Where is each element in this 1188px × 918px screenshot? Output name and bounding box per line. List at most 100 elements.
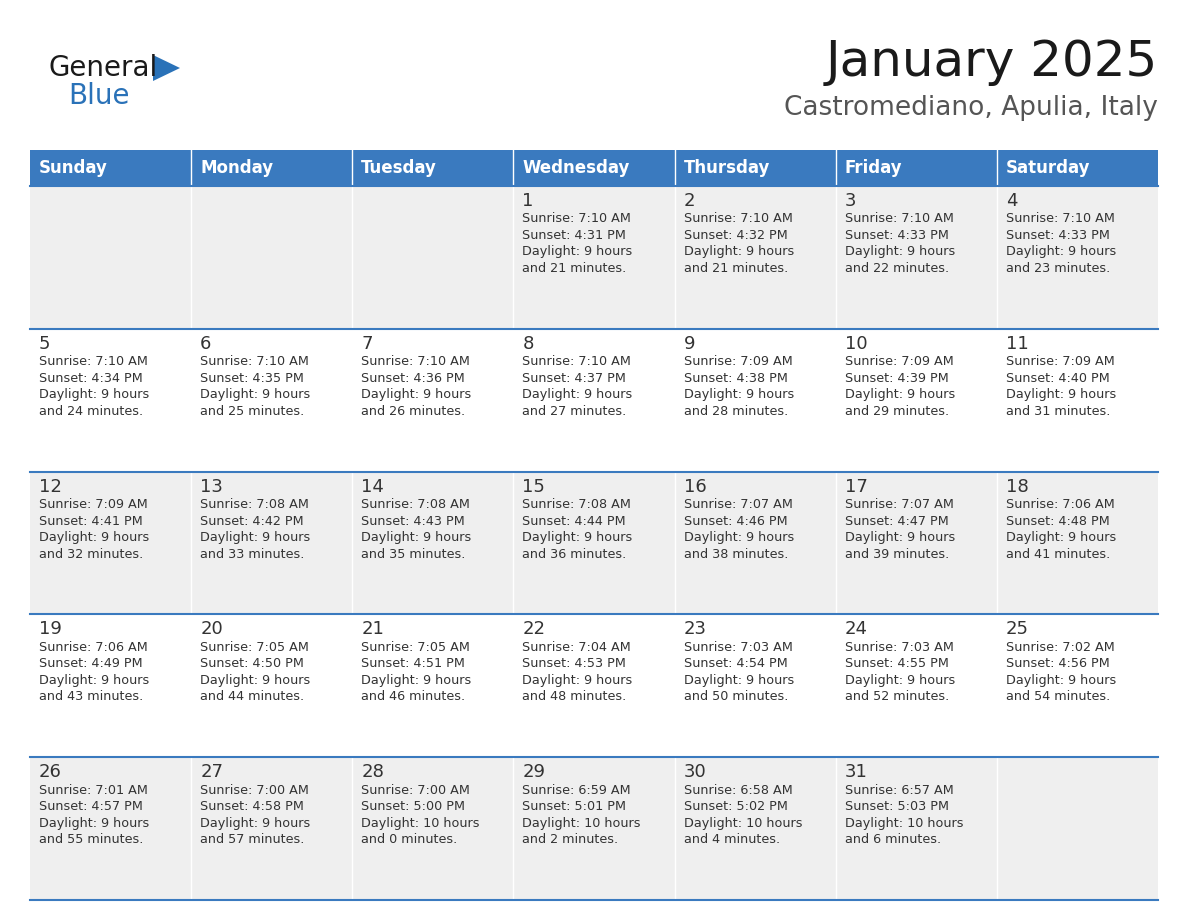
Text: Sunday: Sunday xyxy=(39,159,108,177)
Text: Daylight: 9 hours: Daylight: 9 hours xyxy=(1006,674,1116,687)
Text: Daylight: 10 hours: Daylight: 10 hours xyxy=(361,817,480,830)
Text: Sunset: 4:42 PM: Sunset: 4:42 PM xyxy=(200,515,304,528)
Text: Sunset: 4:35 PM: Sunset: 4:35 PM xyxy=(200,372,304,385)
Text: Sunrise: 6:59 AM: Sunrise: 6:59 AM xyxy=(523,784,631,797)
Text: 12: 12 xyxy=(39,477,62,496)
Text: Sunrise: 7:10 AM: Sunrise: 7:10 AM xyxy=(1006,212,1114,226)
Text: Daylight: 9 hours: Daylight: 9 hours xyxy=(523,674,633,687)
Text: 14: 14 xyxy=(361,477,384,496)
Text: Sunrise: 7:09 AM: Sunrise: 7:09 AM xyxy=(845,355,954,368)
Text: Sunrise: 7:09 AM: Sunrise: 7:09 AM xyxy=(39,498,147,511)
Text: Sunrise: 7:10 AM: Sunrise: 7:10 AM xyxy=(39,355,147,368)
Text: and 24 minutes.: and 24 minutes. xyxy=(39,405,143,418)
Text: and 36 minutes.: and 36 minutes. xyxy=(523,548,627,561)
FancyBboxPatch shape xyxy=(353,150,513,186)
Text: Sunset: 4:33 PM: Sunset: 4:33 PM xyxy=(1006,229,1110,242)
Text: Daylight: 10 hours: Daylight: 10 hours xyxy=(523,817,642,830)
Text: Sunset: 4:56 PM: Sunset: 4:56 PM xyxy=(1006,657,1110,670)
Text: Sunset: 4:47 PM: Sunset: 4:47 PM xyxy=(845,515,948,528)
Text: Daylight: 9 hours: Daylight: 9 hours xyxy=(523,245,633,259)
Text: Daylight: 9 hours: Daylight: 9 hours xyxy=(1006,532,1116,544)
Text: Daylight: 9 hours: Daylight: 9 hours xyxy=(361,532,472,544)
Text: Sunset: 5:02 PM: Sunset: 5:02 PM xyxy=(683,800,788,813)
Text: 5: 5 xyxy=(39,335,51,353)
Text: Daylight: 9 hours: Daylight: 9 hours xyxy=(845,674,955,687)
FancyBboxPatch shape xyxy=(191,472,353,614)
Text: and 38 minutes.: and 38 minutes. xyxy=(683,548,788,561)
FancyBboxPatch shape xyxy=(997,472,1158,614)
Text: Castromediano, Apulia, Italy: Castromediano, Apulia, Italy xyxy=(784,95,1158,121)
FancyBboxPatch shape xyxy=(513,757,675,900)
Text: 10: 10 xyxy=(845,335,867,353)
Text: 6: 6 xyxy=(200,335,211,353)
Text: Sunset: 5:00 PM: Sunset: 5:00 PM xyxy=(361,800,466,813)
Text: and 25 minutes.: and 25 minutes. xyxy=(200,405,304,418)
Text: Sunrise: 7:05 AM: Sunrise: 7:05 AM xyxy=(361,641,470,654)
Text: Sunset: 4:38 PM: Sunset: 4:38 PM xyxy=(683,372,788,385)
Text: Sunrise: 7:10 AM: Sunrise: 7:10 AM xyxy=(683,212,792,226)
Text: and 2 minutes.: and 2 minutes. xyxy=(523,834,619,846)
Text: and 28 minutes.: and 28 minutes. xyxy=(683,405,788,418)
Text: Daylight: 9 hours: Daylight: 9 hours xyxy=(683,674,794,687)
FancyBboxPatch shape xyxy=(513,150,675,186)
FancyBboxPatch shape xyxy=(191,186,353,329)
Text: Daylight: 9 hours: Daylight: 9 hours xyxy=(200,674,310,687)
Text: Daylight: 9 hours: Daylight: 9 hours xyxy=(523,388,633,401)
Text: Daylight: 9 hours: Daylight: 9 hours xyxy=(845,245,955,259)
Text: Daylight: 9 hours: Daylight: 9 hours xyxy=(200,532,310,544)
Text: and 22 minutes.: and 22 minutes. xyxy=(845,262,949,275)
FancyBboxPatch shape xyxy=(997,150,1158,186)
Text: Sunrise: 7:08 AM: Sunrise: 7:08 AM xyxy=(361,498,470,511)
Text: and 27 minutes.: and 27 minutes. xyxy=(523,405,627,418)
Text: and 41 minutes.: and 41 minutes. xyxy=(1006,548,1110,561)
Text: Sunrise: 7:10 AM: Sunrise: 7:10 AM xyxy=(361,355,470,368)
Text: 1: 1 xyxy=(523,192,533,210)
Text: 28: 28 xyxy=(361,763,384,781)
Text: 30: 30 xyxy=(683,763,707,781)
Text: 16: 16 xyxy=(683,477,707,496)
Text: 24: 24 xyxy=(845,621,867,638)
Text: 20: 20 xyxy=(200,621,223,638)
Text: Sunrise: 7:04 AM: Sunrise: 7:04 AM xyxy=(523,641,631,654)
Text: 3: 3 xyxy=(845,192,857,210)
Text: Sunrise: 7:01 AM: Sunrise: 7:01 AM xyxy=(39,784,147,797)
Text: and 48 minutes.: and 48 minutes. xyxy=(523,690,627,703)
FancyBboxPatch shape xyxy=(30,150,191,186)
Text: Sunset: 4:55 PM: Sunset: 4:55 PM xyxy=(845,657,948,670)
Text: 22: 22 xyxy=(523,621,545,638)
Text: Saturday: Saturday xyxy=(1006,159,1091,177)
FancyBboxPatch shape xyxy=(835,472,997,614)
Text: Tuesday: Tuesday xyxy=(361,159,437,177)
Text: 18: 18 xyxy=(1006,477,1029,496)
Text: Sunrise: 7:03 AM: Sunrise: 7:03 AM xyxy=(845,641,954,654)
FancyBboxPatch shape xyxy=(513,329,675,472)
Text: Daylight: 9 hours: Daylight: 9 hours xyxy=(39,817,150,830)
Text: Sunrise: 7:02 AM: Sunrise: 7:02 AM xyxy=(1006,641,1114,654)
Text: Sunset: 5:03 PM: Sunset: 5:03 PM xyxy=(845,800,949,813)
Text: Daylight: 9 hours: Daylight: 9 hours xyxy=(1006,245,1116,259)
Text: and 33 minutes.: and 33 minutes. xyxy=(200,548,304,561)
Text: 8: 8 xyxy=(523,335,533,353)
Text: 21: 21 xyxy=(361,621,384,638)
FancyBboxPatch shape xyxy=(835,186,997,329)
FancyBboxPatch shape xyxy=(191,757,353,900)
Text: January 2025: January 2025 xyxy=(826,38,1158,86)
Text: Wednesday: Wednesday xyxy=(523,159,630,177)
FancyBboxPatch shape xyxy=(513,614,675,757)
Text: Sunrise: 7:09 AM: Sunrise: 7:09 AM xyxy=(1006,355,1114,368)
Text: 27: 27 xyxy=(200,763,223,781)
Text: Daylight: 10 hours: Daylight: 10 hours xyxy=(683,817,802,830)
Text: and 6 minutes.: and 6 minutes. xyxy=(845,834,941,846)
Text: and 0 minutes.: and 0 minutes. xyxy=(361,834,457,846)
Text: and 26 minutes.: and 26 minutes. xyxy=(361,405,466,418)
Text: Sunrise: 7:10 AM: Sunrise: 7:10 AM xyxy=(845,212,954,226)
Text: Sunrise: 6:58 AM: Sunrise: 6:58 AM xyxy=(683,784,792,797)
Text: Sunrise: 6:57 AM: Sunrise: 6:57 AM xyxy=(845,784,954,797)
FancyBboxPatch shape xyxy=(675,150,835,186)
Polygon shape xyxy=(153,55,181,81)
Text: and 57 minutes.: and 57 minutes. xyxy=(200,834,304,846)
Text: Sunrise: 7:00 AM: Sunrise: 7:00 AM xyxy=(200,784,309,797)
Text: 4: 4 xyxy=(1006,192,1017,210)
Text: and 32 minutes.: and 32 minutes. xyxy=(39,548,144,561)
Text: and 35 minutes.: and 35 minutes. xyxy=(361,548,466,561)
